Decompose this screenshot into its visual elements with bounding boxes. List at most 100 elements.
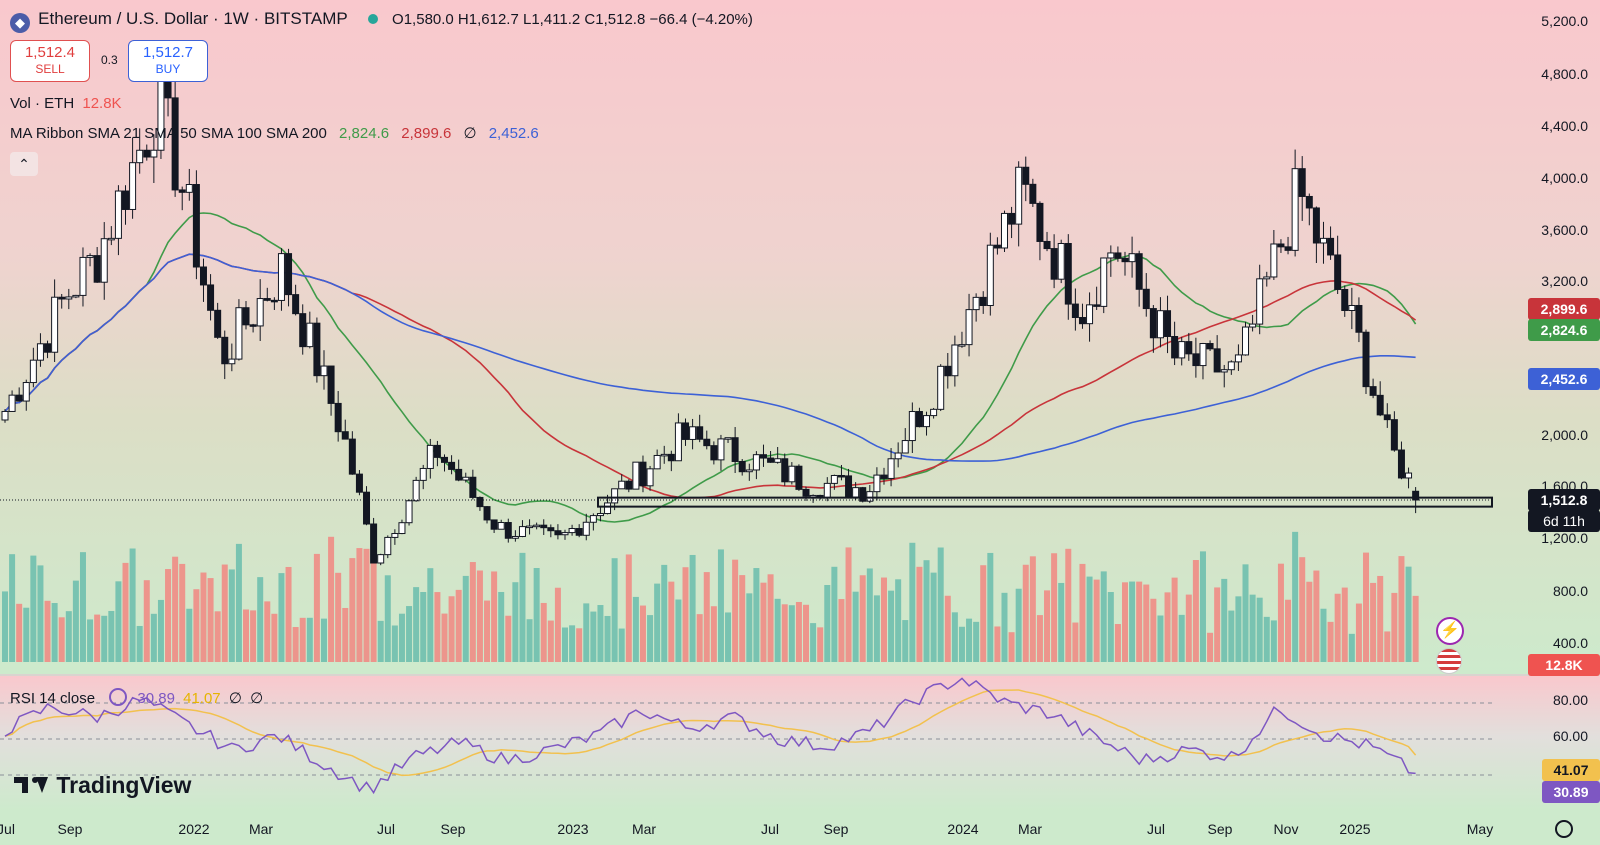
price-tick: 400.0 (1552, 635, 1588, 651)
candle-body (1319, 237, 1327, 244)
pane-separator[interactable] (0, 674, 1600, 676)
volume-bar (958, 626, 965, 662)
volume-legend[interactable]: Vol · ETH 12.8K (10, 95, 126, 112)
refresh-icon[interactable] (109, 688, 128, 706)
settings-gear-icon[interactable] (1555, 820, 1573, 838)
volume-bar (193, 589, 200, 662)
volume-bar (271, 613, 278, 662)
candle-body (830, 474, 838, 484)
candle-body (767, 457, 775, 463)
candle-body (894, 452, 902, 460)
candle-body (1412, 490, 1420, 501)
candle-body (199, 266, 207, 286)
candle-body (122, 190, 130, 210)
candle-body (1242, 326, 1250, 356)
rsi-ma-value: 41.07 (183, 690, 221, 707)
support-rectangle (597, 496, 1493, 508)
time-tick: Mar (248, 821, 274, 837)
candle-body (306, 322, 314, 348)
volume-bar (916, 566, 923, 662)
volume-bar (689, 554, 696, 662)
volume-bar (320, 618, 327, 662)
candle-body (788, 465, 796, 483)
volume-bar (1334, 593, 1341, 662)
candle-body (15, 394, 23, 402)
volume-bar (668, 581, 675, 662)
candle-body (1263, 276, 1271, 280)
volume-bar (342, 607, 349, 662)
candle-body (958, 344, 966, 347)
ma-ribbon-legend[interactable]: MA Ribbon SMA 21 SMA 50 SMA 100 SMA 200 … (10, 124, 543, 142)
volume-bars (2, 531, 1419, 662)
candle-body (370, 523, 378, 564)
candle-body (1213, 348, 1221, 373)
volume-bar (9, 554, 16, 662)
candle-body (511, 535, 519, 539)
candle-body (412, 479, 420, 502)
candle-body (1199, 343, 1207, 367)
candle-body (277, 253, 285, 301)
volume-bar (781, 604, 788, 662)
candle-body (79, 256, 87, 296)
volume-bar (1221, 578, 1228, 662)
ma21-price-tag: 2,824.6 (1528, 319, 1600, 341)
candle-body (1064, 242, 1072, 305)
volume-bar (505, 615, 512, 662)
volume-bar (1370, 582, 1377, 662)
volume-bar (973, 621, 980, 662)
candle-body (518, 526, 526, 537)
buy-label: BUY (155, 62, 181, 76)
candle-body (249, 324, 257, 327)
candle-body (1270, 243, 1278, 278)
alert-lightning-icon[interactable]: ⚡ (1436, 617, 1464, 645)
volume-bar (937, 547, 944, 662)
time-tick: Jul (1147, 821, 1165, 837)
volume-bar (363, 548, 370, 662)
us-flag-icon[interactable] (1436, 648, 1462, 674)
volume-bar (221, 564, 228, 662)
rsi-legend[interactable]: RSI 14 close 30.89 41.07 ∅ ∅ (10, 688, 267, 707)
candle-body (965, 309, 973, 346)
candle-body (731, 437, 739, 462)
support-level-band[interactable] (0, 496, 1493, 508)
symbol-legend[interactable]: ◆ Ethereum / U.S. Dollar · 1W · BITSTAMP… (10, 9, 757, 33)
volume-bar (951, 612, 958, 662)
candle-body (398, 522, 406, 535)
candle-body (611, 488, 619, 504)
volume-bar (540, 602, 547, 662)
volume-bar (675, 599, 682, 662)
volume-bar (278, 573, 285, 662)
sell-button[interactable]: 1,512.4 SELL (10, 40, 90, 82)
candle-body (802, 488, 810, 497)
volume-bar (1022, 564, 1029, 662)
volume-bar (774, 598, 781, 662)
volume-bar (569, 625, 576, 662)
volume-bar (1384, 631, 1391, 662)
candle-body (575, 528, 583, 536)
volume-bar (1150, 598, 1157, 662)
tradingview-logo[interactable]: TradingView (14, 772, 191, 799)
volume-bar (172, 556, 179, 662)
volume-bar (852, 591, 859, 662)
candle-body (533, 524, 541, 528)
rsi-tick: 80.00 (1552, 692, 1588, 708)
volume-bar (299, 617, 306, 662)
volume-bar (2, 591, 8, 662)
candle-body (1086, 304, 1094, 325)
volume-bar (597, 605, 604, 662)
volume-bar (356, 548, 363, 662)
volume-bar (1178, 614, 1185, 662)
candle-body (887, 458, 895, 479)
candle-body (143, 149, 151, 158)
collapse-legend-button[interactable]: ⌃ (10, 152, 38, 176)
buy-button[interactable]: 1,512.7 BUY (128, 40, 208, 82)
rsi-line (4, 677, 1416, 795)
volume-bar (902, 620, 909, 662)
candle-body (1334, 254, 1342, 290)
volume-bar (413, 587, 420, 662)
candle-body (44, 343, 52, 353)
candle-body (866, 491, 874, 502)
spread-value: 0.3 (101, 53, 118, 67)
candle-body (774, 458, 782, 463)
